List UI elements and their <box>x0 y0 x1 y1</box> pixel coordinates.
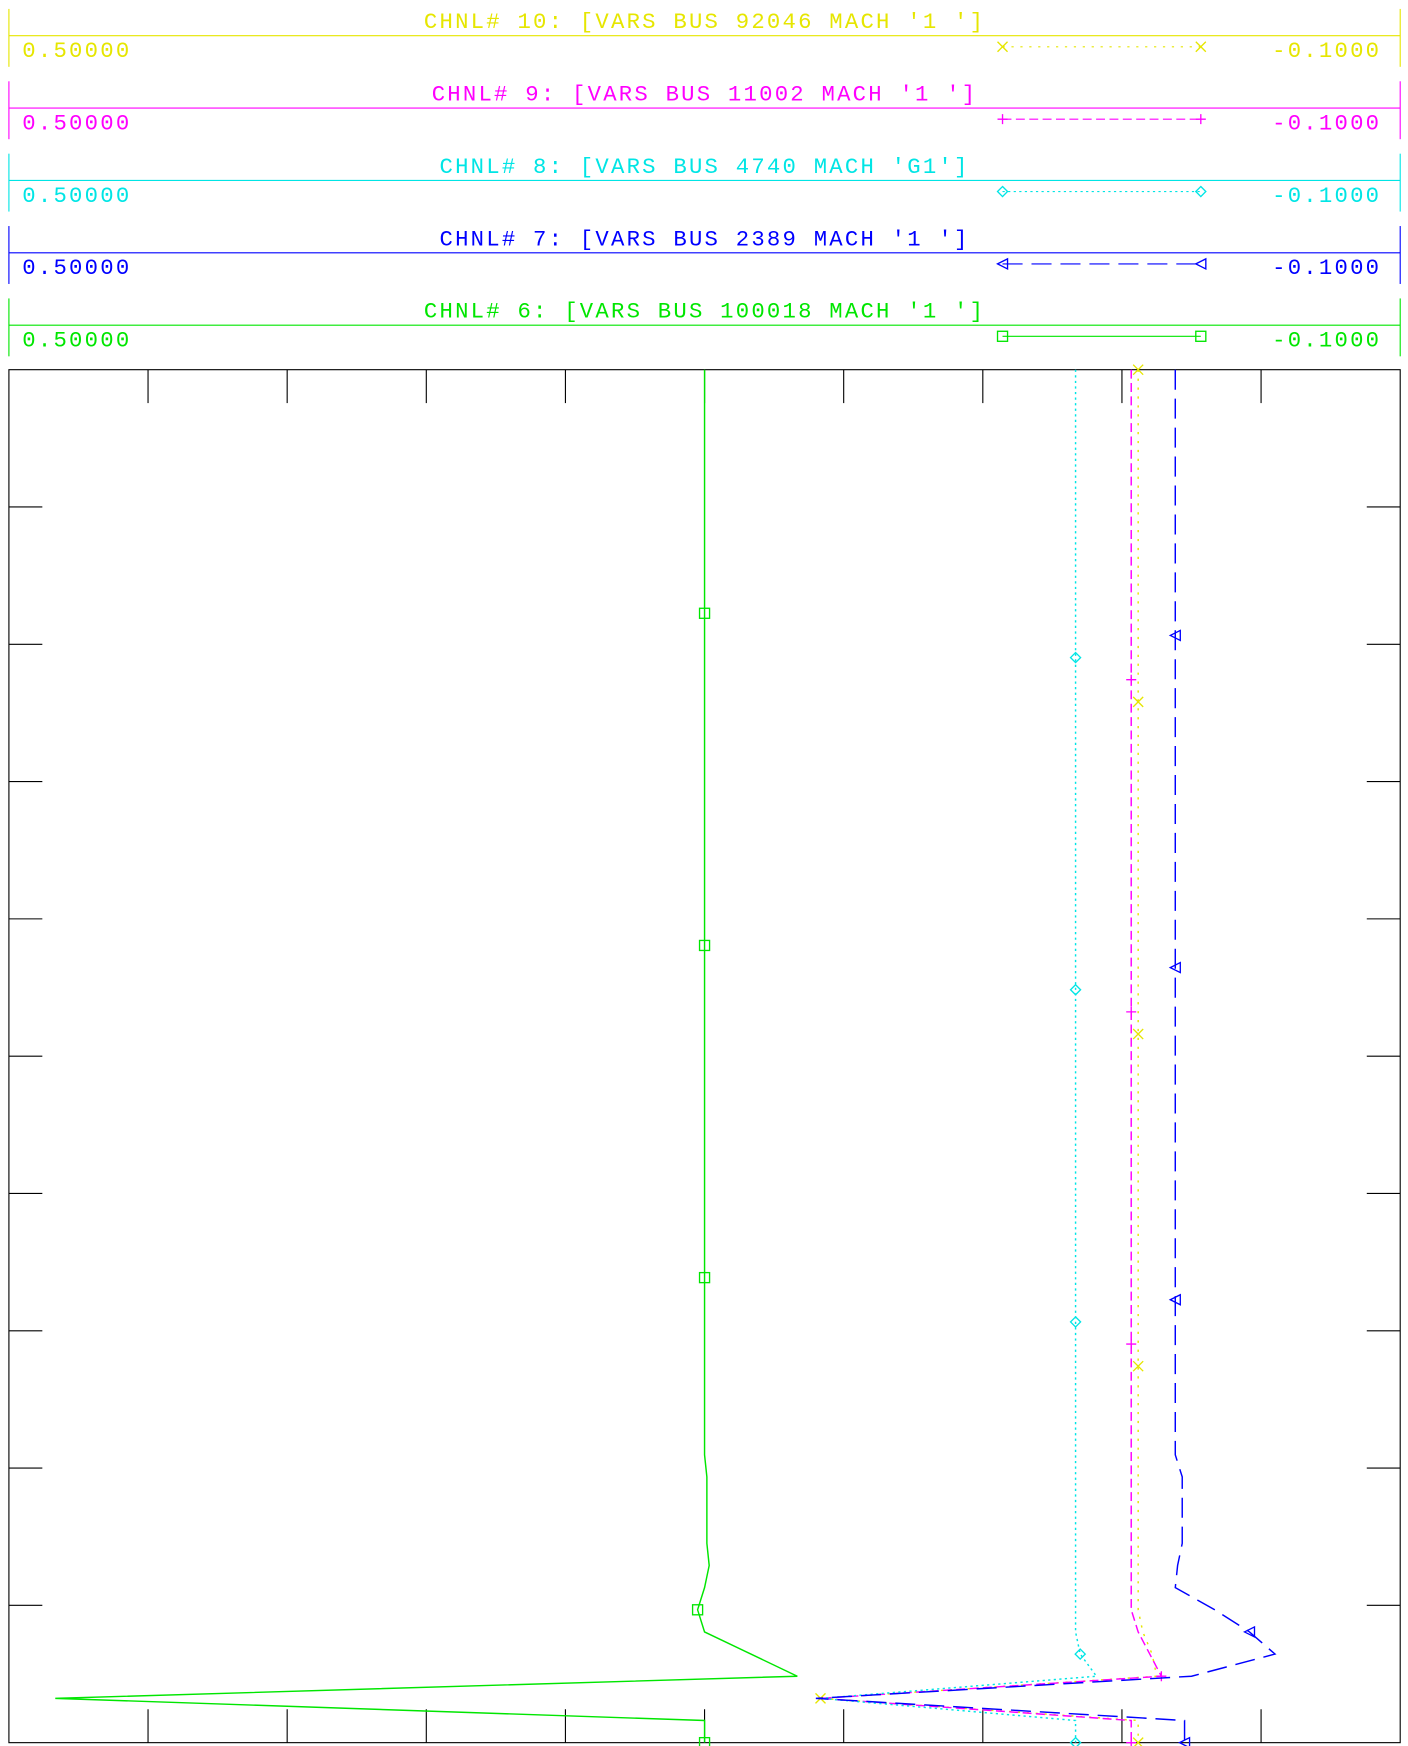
scale-max-label: -0.1000 <box>1272 255 1381 281</box>
legend-marker <box>997 114 1008 125</box>
legend-marker <box>996 257 1009 270</box>
legend-marker <box>997 41 1009 53</box>
marker <box>1242 1625 1256 1639</box>
marker <box>698 1736 711 1746</box>
marker <box>1132 364 1144 376</box>
scale-max-label: -0.1000 <box>1272 183 1381 209</box>
scale-min-label: 0.50000 <box>22 328 131 354</box>
channel-title: CHNL# 9: [VARS BUS 11002 MACH '1 '] <box>432 82 978 108</box>
scale-max-label: -0.1000 <box>1272 328 1381 354</box>
marker <box>1168 1293 1181 1306</box>
marker <box>1132 696 1144 708</box>
marker <box>1126 1339 1137 1350</box>
legend-marker <box>1194 257 1207 270</box>
marker <box>698 1271 711 1284</box>
scale-min-label: 0.50000 <box>22 255 131 281</box>
marker <box>1126 1006 1137 1017</box>
marker <box>1069 651 1082 664</box>
marker <box>1168 961 1181 974</box>
marker <box>1074 1648 1087 1661</box>
legend-marker <box>1194 185 1207 198</box>
legend-marker <box>996 330 1009 342</box>
scale-min-label: 0.50000 <box>22 110 131 136</box>
trace <box>820 369 1098 1743</box>
channel-title: CHNL# 6: [VARS BUS 100018 MACH '1 '] <box>424 299 985 325</box>
marker <box>1168 629 1181 642</box>
marker <box>1069 1736 1082 1746</box>
marker <box>1178 1736 1191 1746</box>
marker <box>1126 674 1137 685</box>
trace <box>815 369 1277 1743</box>
scale-max-label: -0.1000 <box>1272 110 1381 136</box>
scale-min-label: 0.50000 <box>22 183 131 209</box>
legend-marker <box>1195 330 1207 342</box>
marker <box>698 607 711 619</box>
legend-marker <box>996 185 1009 198</box>
channel-title: CHNL# 7: [VARS BUS 2389 MACH '1 '] <box>439 226 969 252</box>
marker <box>1132 1737 1144 1746</box>
channel-title: CHNL# 10: [VARS BUS 92046 MACH '1 '] <box>424 9 985 35</box>
trace <box>820 369 1163 1743</box>
trace <box>820 369 1158 1743</box>
marker <box>698 939 711 952</box>
scale-max-label: -0.1000 <box>1272 38 1381 64</box>
marker <box>1156 1671 1167 1682</box>
trace <box>55 369 798 1743</box>
legend-marker <box>1195 41 1207 53</box>
marker <box>1069 1315 1082 1328</box>
marker <box>1132 1028 1144 1040</box>
legend-marker <box>1195 114 1206 125</box>
channel-title: CHNL# 8: [VARS BUS 4740 MACH 'G1'] <box>439 154 969 180</box>
marker <box>1132 1360 1144 1372</box>
marker <box>1069 983 1082 996</box>
scale-min-label: 0.50000 <box>22 38 131 64</box>
marker <box>691 1604 704 1616</box>
marker <box>1126 1737 1137 1746</box>
